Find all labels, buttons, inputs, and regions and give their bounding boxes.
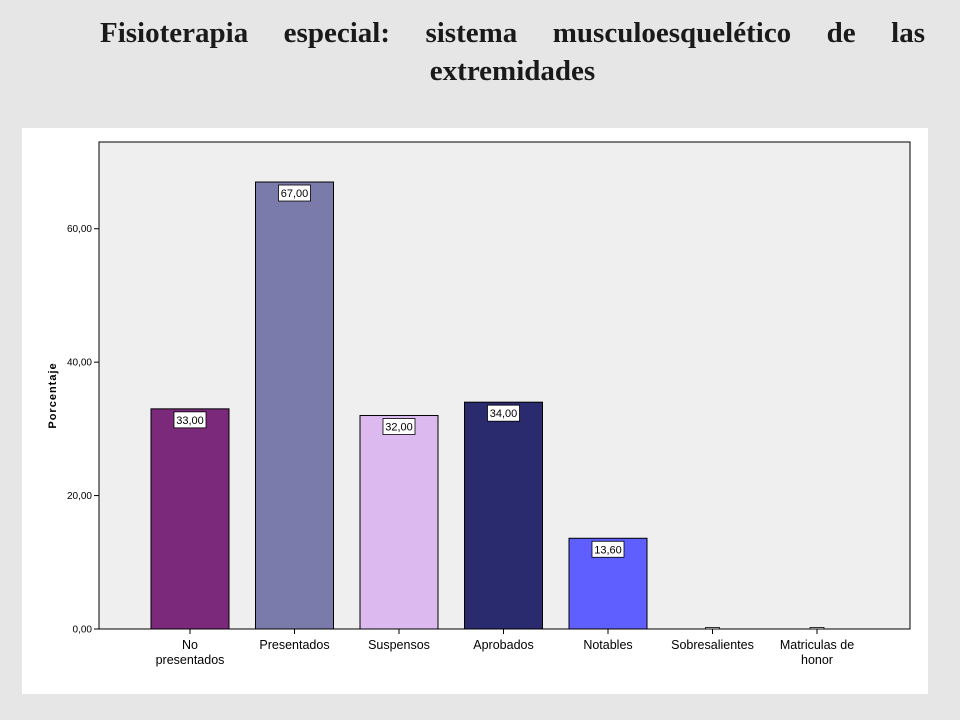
data-label: 34,00 <box>490 408 518 420</box>
bar <box>464 401 543 630</box>
data-label-box <box>382 418 416 435</box>
y-tick-label: 0,00 <box>73 625 93 636</box>
x-tick-label: Aprobados <box>473 638 533 652</box>
y-tick-label: 60,00 <box>67 224 92 235</box>
x-tick-label: No <box>182 638 198 652</box>
x-tick-label: Matriculas de <box>780 638 854 652</box>
bar <box>809 627 825 630</box>
bar <box>255 181 334 630</box>
chart-panel: 0,00 20,00 40,00 60,00 Porcentaje 33,00 No pres… <box>22 128 928 694</box>
bar <box>359 415 439 630</box>
data-label-box <box>278 184 311 202</box>
data-label-box <box>173 411 207 429</box>
bar <box>705 627 720 630</box>
x-tick-label: Notables <box>583 638 632 652</box>
x-tick-label: Sobresalientes <box>671 638 754 652</box>
x-tick-label: Suspensos <box>368 638 430 652</box>
y-tick-label: 40,00 <box>67 358 92 369</box>
data-label: 32,00 <box>385 422 413 434</box>
data-label-box <box>487 404 520 422</box>
x-tick-label: honor <box>801 653 833 667</box>
bar-chart: 0,00 20,00 40,00 60,00 Porcentaje 33,00 Nopres… <box>47 141 911 667</box>
data-label: 13,60 <box>594 544 622 556</box>
slide-title: Fisioterapia especial: sistema musculoes… <box>100 17 925 87</box>
y-axis-label: Porcentaje <box>47 362 59 428</box>
bar <box>150 408 230 630</box>
data-label: 33,00 <box>176 415 204 427</box>
x-tick-label: presentados <box>156 653 225 667</box>
data-label: 67,00 <box>281 188 309 200</box>
y-tick-label: 20,00 <box>67 491 92 502</box>
x-tick-label: Presentados <box>259 638 329 652</box>
data-label-box <box>591 540 625 558</box>
